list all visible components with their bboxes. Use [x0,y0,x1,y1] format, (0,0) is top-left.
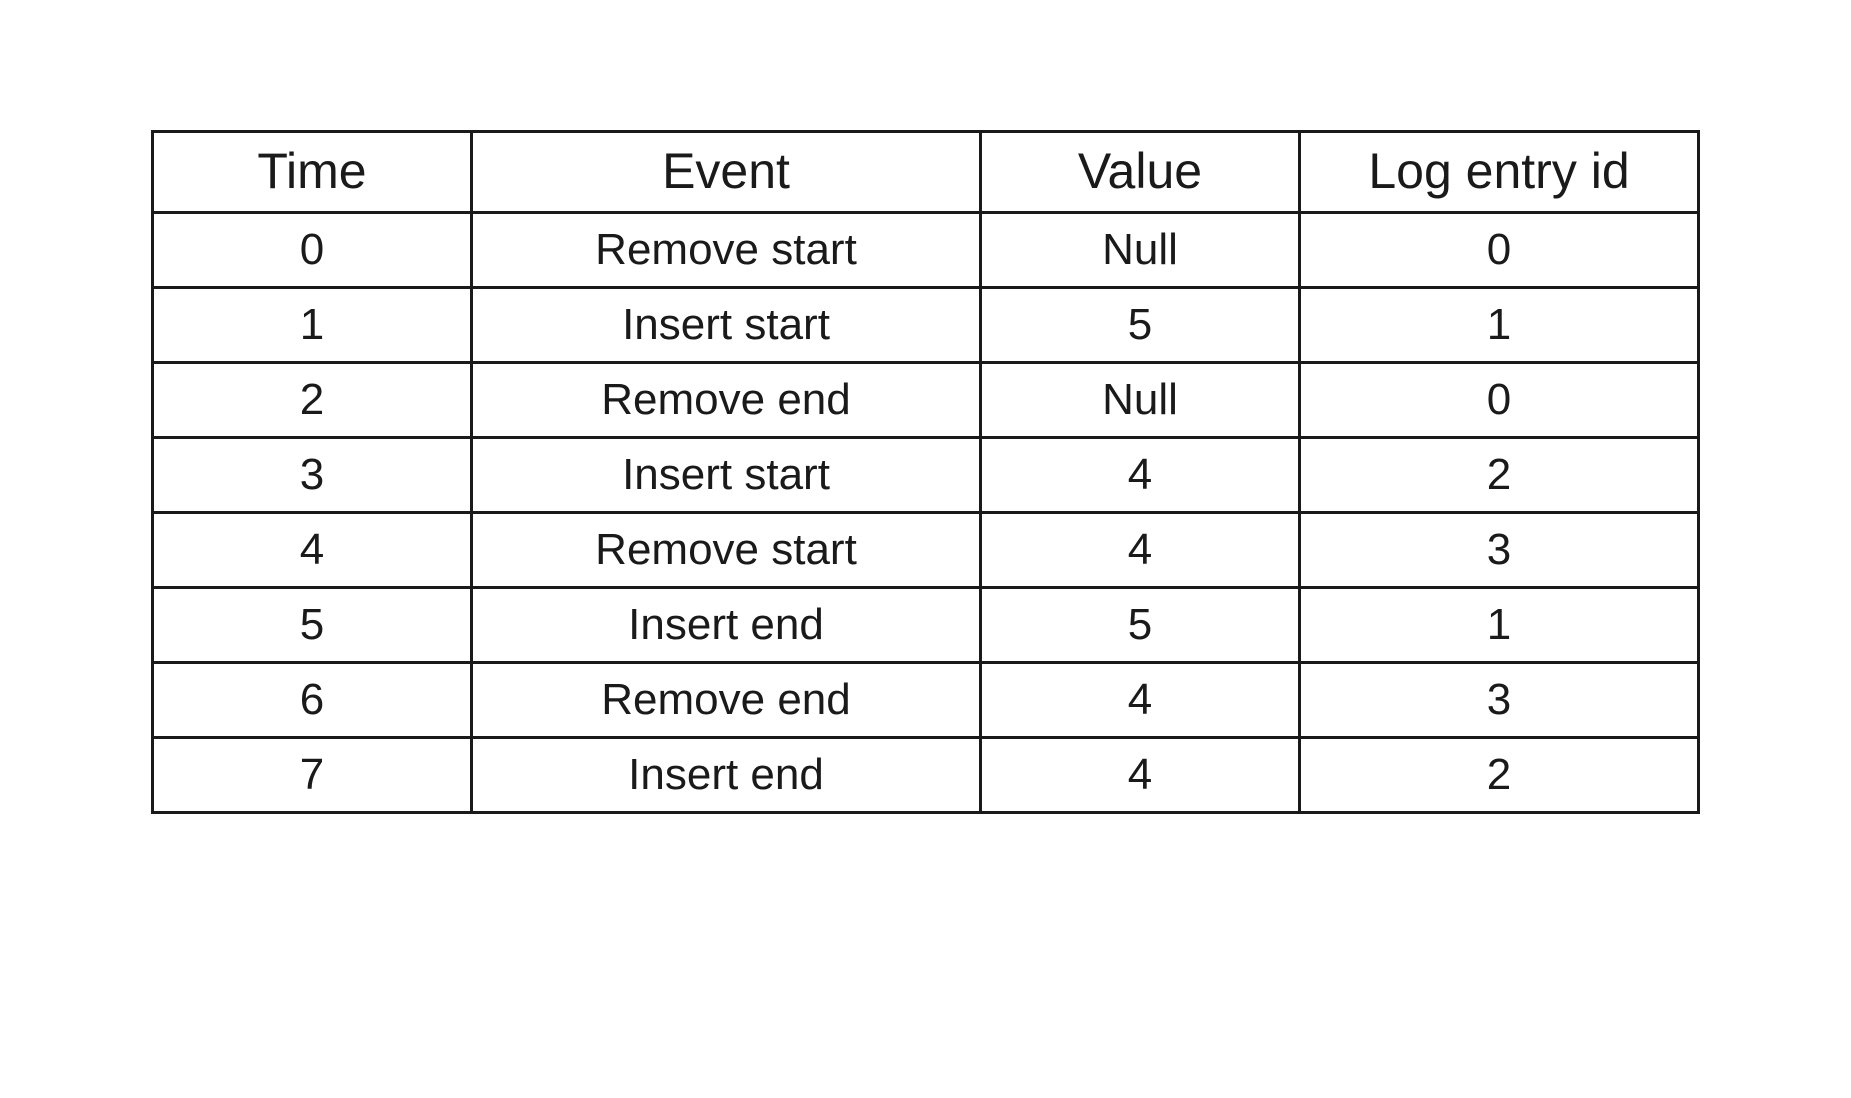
cell-value: 4 [981,738,1300,813]
col-header-value: Value [981,132,1300,213]
cell-event: Insert end [472,738,981,813]
cell-logid: 1 [1300,588,1699,663]
cell-logid: 1 [1300,288,1699,363]
table-row: 5Insert end51 [153,588,1699,663]
cell-value: Null [981,363,1300,438]
cell-time: 5 [153,588,472,663]
cell-value: 5 [981,588,1300,663]
table-row: 1Insert start51 [153,288,1699,363]
event-log-table-container: Time Event Value Log entry id 0Remove st… [151,130,1700,814]
cell-value: 4 [981,513,1300,588]
cell-time: 0 [153,213,472,288]
cell-time: 7 [153,738,472,813]
table-header-row: Time Event Value Log entry id [153,132,1699,213]
col-header-time: Time [153,132,472,213]
cell-logid: 3 [1300,513,1699,588]
cell-event: Remove start [472,513,981,588]
cell-time: 4 [153,513,472,588]
event-log-table: Time Event Value Log entry id 0Remove st… [151,130,1700,814]
table-row: 7Insert end42 [153,738,1699,813]
table-row: 0Remove startNull0 [153,213,1699,288]
cell-time: 3 [153,438,472,513]
cell-time: 2 [153,363,472,438]
table-row: 3Insert start42 [153,438,1699,513]
cell-event: Remove end [472,663,981,738]
table-row: 2Remove endNull0 [153,363,1699,438]
cell-time: 6 [153,663,472,738]
col-header-logid: Log entry id [1300,132,1699,213]
cell-event: Insert start [472,438,981,513]
cell-logid: 0 [1300,213,1699,288]
col-header-event: Event [472,132,981,213]
cell-value: 4 [981,663,1300,738]
cell-event: Remove start [472,213,981,288]
cell-event: Remove end [472,363,981,438]
cell-value: 4 [981,438,1300,513]
table-row: 6Remove end43 [153,663,1699,738]
cell-value: Null [981,213,1300,288]
cell-event: Insert end [472,588,981,663]
cell-logid: 3 [1300,663,1699,738]
cell-time: 1 [153,288,472,363]
cell-logid: 2 [1300,738,1699,813]
cell-event: Insert start [472,288,981,363]
cell-logid: 0 [1300,363,1699,438]
table-row: 4Remove start43 [153,513,1699,588]
table-body: 0Remove startNull01Insert start512Remove… [153,213,1699,813]
cell-value: 5 [981,288,1300,363]
cell-logid: 2 [1300,438,1699,513]
